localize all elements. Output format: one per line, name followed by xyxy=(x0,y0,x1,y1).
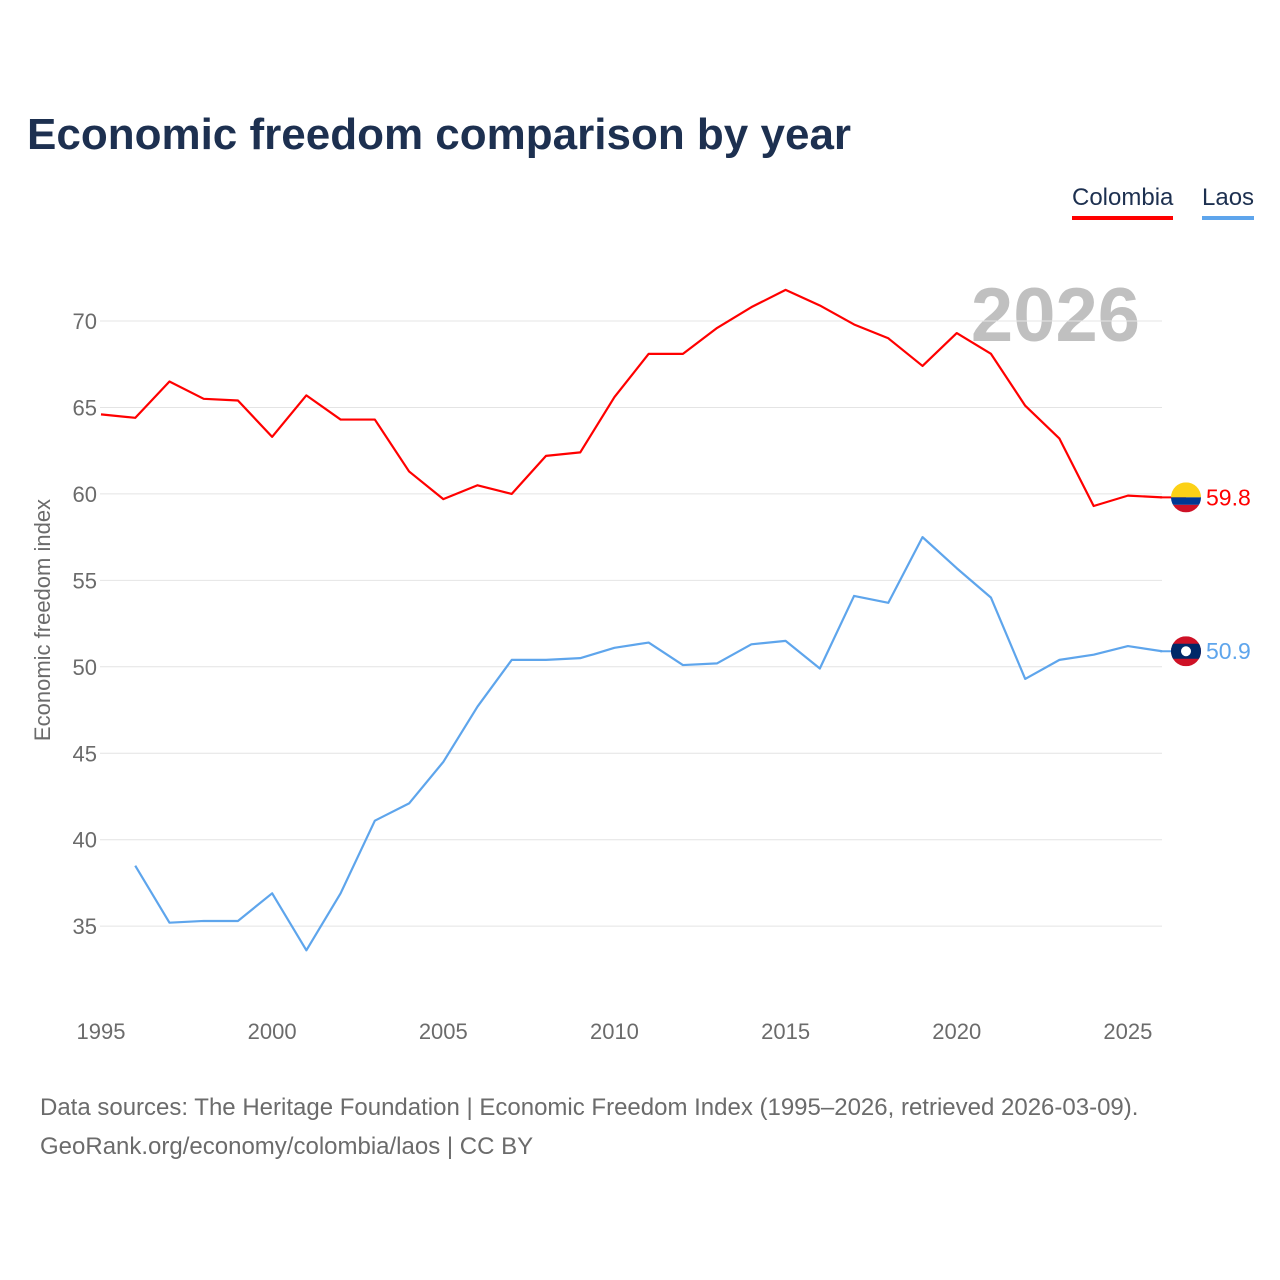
data-point xyxy=(748,304,754,310)
data-point xyxy=(954,565,960,571)
series-line-laos xyxy=(134,536,1163,952)
chart-title: Economic freedom comparison by year xyxy=(27,110,852,159)
data-point xyxy=(714,325,720,331)
data-point xyxy=(269,890,275,896)
data-point xyxy=(235,398,241,404)
source-note: Data sources: The Heritage Foundation | … xyxy=(40,1088,1138,1166)
data-point xyxy=(1091,503,1097,509)
x-tick-label: 2025 xyxy=(1103,1019,1152,1044)
data-point xyxy=(646,351,652,357)
data-point xyxy=(783,287,789,293)
year-watermark: 2026 xyxy=(971,273,1140,358)
data-point xyxy=(372,417,378,423)
data-point xyxy=(714,660,720,666)
y-tick-label: 65 xyxy=(73,395,97,420)
data-point xyxy=(611,394,617,400)
y-axis-label: Economic freedom index xyxy=(30,499,55,741)
data-point xyxy=(303,947,309,953)
data-point xyxy=(1125,643,1131,649)
flag-disc xyxy=(1181,646,1191,657)
data-point xyxy=(1022,403,1028,409)
end-value-label: 50.9 xyxy=(1206,638,1251,664)
data-point xyxy=(988,595,994,601)
data-point xyxy=(98,411,104,417)
data-point xyxy=(475,704,481,710)
data-point xyxy=(166,920,172,926)
data-point xyxy=(338,417,344,423)
y-tick-label: 45 xyxy=(73,741,97,766)
data-point xyxy=(201,918,207,924)
flag-laos-icon xyxy=(1171,636,1201,667)
data-point xyxy=(303,392,309,398)
data-point xyxy=(440,759,446,765)
data-point xyxy=(1022,676,1028,682)
y-tick-label: 35 xyxy=(73,914,97,939)
data-point xyxy=(1091,652,1097,658)
data-point xyxy=(543,657,549,663)
data-point xyxy=(440,496,446,502)
data-point xyxy=(817,302,823,308)
data-point xyxy=(406,800,412,806)
data-point xyxy=(748,641,754,647)
data-point xyxy=(885,600,891,606)
data-point xyxy=(132,415,138,421)
data-point xyxy=(132,863,138,869)
data-point xyxy=(783,638,789,644)
data-point xyxy=(988,351,994,357)
x-tick-label: 2010 xyxy=(590,1019,639,1044)
data-point xyxy=(920,534,926,540)
data-point xyxy=(680,662,686,668)
data-point xyxy=(509,491,515,497)
data-point xyxy=(646,640,652,646)
data-point xyxy=(1056,657,1062,663)
flag-stripe xyxy=(1171,504,1201,513)
data-point xyxy=(611,645,617,651)
x-tick-label: 2000 xyxy=(248,1019,297,1044)
data-point xyxy=(920,363,926,369)
x-tick-label: 1995 xyxy=(77,1019,126,1044)
data-point xyxy=(1125,493,1131,499)
flag-colombia-icon xyxy=(1171,482,1201,513)
data-point xyxy=(851,593,857,599)
series-line-colombia xyxy=(100,288,1163,508)
y-tick-label: 50 xyxy=(73,655,97,680)
source-line-2[interactable]: GeoRank.org/economy/colombia/laos | CC B… xyxy=(40,1133,534,1160)
y-tick-label: 60 xyxy=(73,482,97,507)
source-line-1: Data sources: The Heritage Foundation | … xyxy=(40,1094,1139,1121)
data-point xyxy=(509,657,515,663)
y-tick-label: 40 xyxy=(73,828,97,853)
data-point xyxy=(201,396,207,402)
x-tick-label: 2015 xyxy=(761,1019,810,1044)
data-point xyxy=(475,482,481,488)
y-tick-label: 70 xyxy=(73,309,97,334)
data-point xyxy=(817,666,823,672)
x-tick-label: 2005 xyxy=(419,1019,468,1044)
data-point xyxy=(851,321,857,327)
data-point xyxy=(680,351,686,357)
legend-laos[interactable]: Laos xyxy=(1202,184,1255,220)
data-point xyxy=(543,453,549,459)
data-point xyxy=(577,655,583,661)
data-point xyxy=(577,449,583,455)
end-value-label: 59.8 xyxy=(1206,484,1251,510)
flag-stripe xyxy=(1171,482,1201,498)
y-tick-label: 55 xyxy=(73,568,97,593)
data-point xyxy=(269,434,275,440)
data-point xyxy=(954,330,960,336)
data-point xyxy=(372,818,378,824)
legend-colombia[interactable]: Colombia xyxy=(1072,184,1174,220)
line-chart: 2026 35 40 45 50 55 60 65 70 1995 2000 2005 2010 201… xyxy=(30,273,1251,1044)
data-point xyxy=(406,468,412,474)
data-point xyxy=(235,918,241,924)
x-tick-label: 2020 xyxy=(932,1019,981,1044)
flag-stripe xyxy=(1171,497,1201,505)
data-point xyxy=(1056,436,1062,442)
data-point xyxy=(166,379,172,385)
data-point xyxy=(338,890,344,896)
data-point xyxy=(885,335,891,341)
